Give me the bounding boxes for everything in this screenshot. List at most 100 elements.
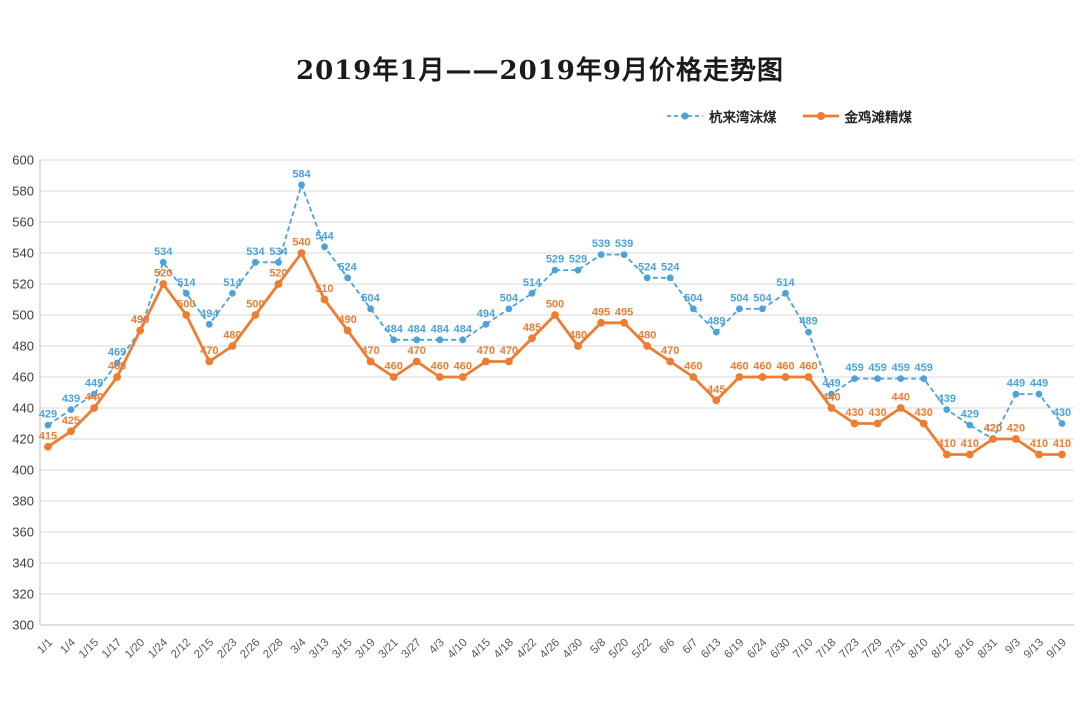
data-point[interactable] — [712, 328, 720, 336]
series-markers[interactable] — [44, 249, 1066, 459]
data-point[interactable] — [528, 289, 536, 297]
data-point[interactable] — [943, 406, 951, 413]
data-point[interactable] — [874, 375, 881, 382]
data-point[interactable] — [159, 280, 168, 288]
data-point[interactable] — [989, 435, 997, 443]
data-point[interactable] — [228, 342, 237, 350]
data-point[interactable] — [275, 258, 282, 266]
data-point[interactable] — [67, 406, 75, 413]
data-point[interactable] — [505, 305, 513, 313]
data-point[interactable] — [459, 336, 467, 344]
data-point[interactable] — [759, 305, 766, 313]
data-point[interactable] — [551, 311, 559, 319]
data-point[interactable] — [1058, 420, 1066, 427]
svg-text:5/22: 5/22 — [630, 637, 654, 661]
data-point[interactable] — [620, 318, 628, 327]
data-point[interactable] — [1035, 390, 1043, 398]
data-point[interactable] — [44, 442, 52, 451]
data-point[interactable] — [159, 258, 167, 266]
data-point[interactable] — [712, 396, 721, 405]
data-point[interactable] — [736, 305, 743, 313]
series-line[interactable] — [47, 183, 1063, 440]
data-point[interactable] — [90, 404, 98, 412]
svg-text:490: 490 — [131, 314, 149, 326]
data-point[interactable] — [1012, 435, 1020, 443]
data-point[interactable] — [574, 342, 582, 350]
data-point[interactable] — [620, 251, 628, 258]
data-point[interactable] — [574, 266, 582, 274]
data-point[interactable] — [298, 181, 305, 189]
data-point[interactable] — [205, 357, 214, 366]
data-point[interactable] — [897, 375, 905, 382]
data-point[interactable] — [758, 373, 767, 381]
legend-item-jinjitan[interactable]: 金鸡滩精煤 — [802, 106, 912, 126]
data-point[interactable] — [966, 421, 974, 429]
svg-text:6/6: 6/6 — [658, 637, 678, 657]
data-point[interactable] — [251, 311, 260, 319]
data-point[interactable] — [252, 258, 259, 266]
data-point[interactable] — [182, 311, 191, 319]
data-point[interactable] — [919, 419, 928, 428]
legend-item-hanglaiwan[interactable]: 杭来湾沫煤 — [667, 106, 777, 126]
data-point[interactable] — [458, 373, 467, 381]
data-point[interactable] — [205, 320, 213, 328]
data-point[interactable] — [274, 280, 283, 288]
data-point[interactable] — [528, 334, 536, 343]
data-point[interactable] — [920, 375, 928, 382]
data-point[interactable] — [367, 305, 374, 313]
data-point[interactable] — [597, 318, 605, 327]
data-point[interactable] — [389, 373, 398, 381]
data-point[interactable] — [67, 427, 75, 436]
data-point[interactable] — [689, 305, 697, 313]
data-point[interactable] — [344, 274, 351, 282]
data-point[interactable] — [942, 450, 951, 459]
data-point[interactable] — [873, 419, 882, 428]
data-point[interactable] — [113, 373, 121, 381]
data-point[interactable] — [1035, 450, 1043, 459]
data-point[interactable] — [182, 289, 190, 297]
data-point[interactable] — [505, 357, 513, 366]
data-point[interactable] — [229, 289, 236, 297]
data-point[interactable] — [297, 249, 306, 257]
data-point[interactable] — [782, 289, 789, 297]
data-point[interactable] — [643, 342, 652, 350]
data-point[interactable] — [805, 328, 812, 336]
data-point[interactable] — [689, 373, 698, 381]
data-point[interactable] — [643, 274, 651, 282]
y-axis-labels: 300 320 340 360 380 400 420 440 460 480 500 520 540 5… — [12, 153, 34, 633]
data-point[interactable] — [827, 404, 836, 412]
data-point[interactable] — [551, 266, 559, 274]
data-point[interactable] — [1012, 390, 1020, 398]
data-point[interactable] — [781, 373, 790, 381]
data-point[interactable] — [90, 390, 98, 398]
data-point[interactable] — [412, 357, 421, 366]
data-point[interactable] — [597, 251, 605, 258]
data-point[interactable] — [44, 421, 52, 429]
data-point[interactable] — [366, 357, 375, 366]
data-point[interactable] — [666, 357, 675, 366]
data-point[interactable] — [413, 336, 421, 344]
data-point[interactable] — [113, 359, 121, 367]
data-point[interactable] — [850, 419, 859, 428]
data-point[interactable] — [390, 336, 398, 344]
data-point[interactable] — [136, 326, 145, 335]
svg-text:4/26: 4/26 — [538, 637, 562, 661]
data-point[interactable] — [321, 243, 328, 251]
data-point[interactable] — [965, 450, 974, 459]
data-point[interactable] — [482, 320, 490, 328]
svg-text:504: 504 — [730, 292, 749, 304]
data-point[interactable] — [343, 326, 352, 335]
data-point[interactable] — [666, 274, 674, 282]
data-point[interactable] — [436, 336, 444, 344]
data-point[interactable] — [896, 404, 905, 412]
data-point[interactable] — [1058, 450, 1066, 459]
data-point[interactable] — [804, 373, 813, 381]
data-point[interactable] — [435, 373, 444, 381]
data-point[interactable] — [320, 295, 329, 304]
data-point[interactable] — [735, 373, 744, 381]
data-point[interactable] — [828, 390, 835, 398]
data-point[interactable] — [482, 357, 490, 366]
data-point[interactable] — [851, 375, 858, 382]
